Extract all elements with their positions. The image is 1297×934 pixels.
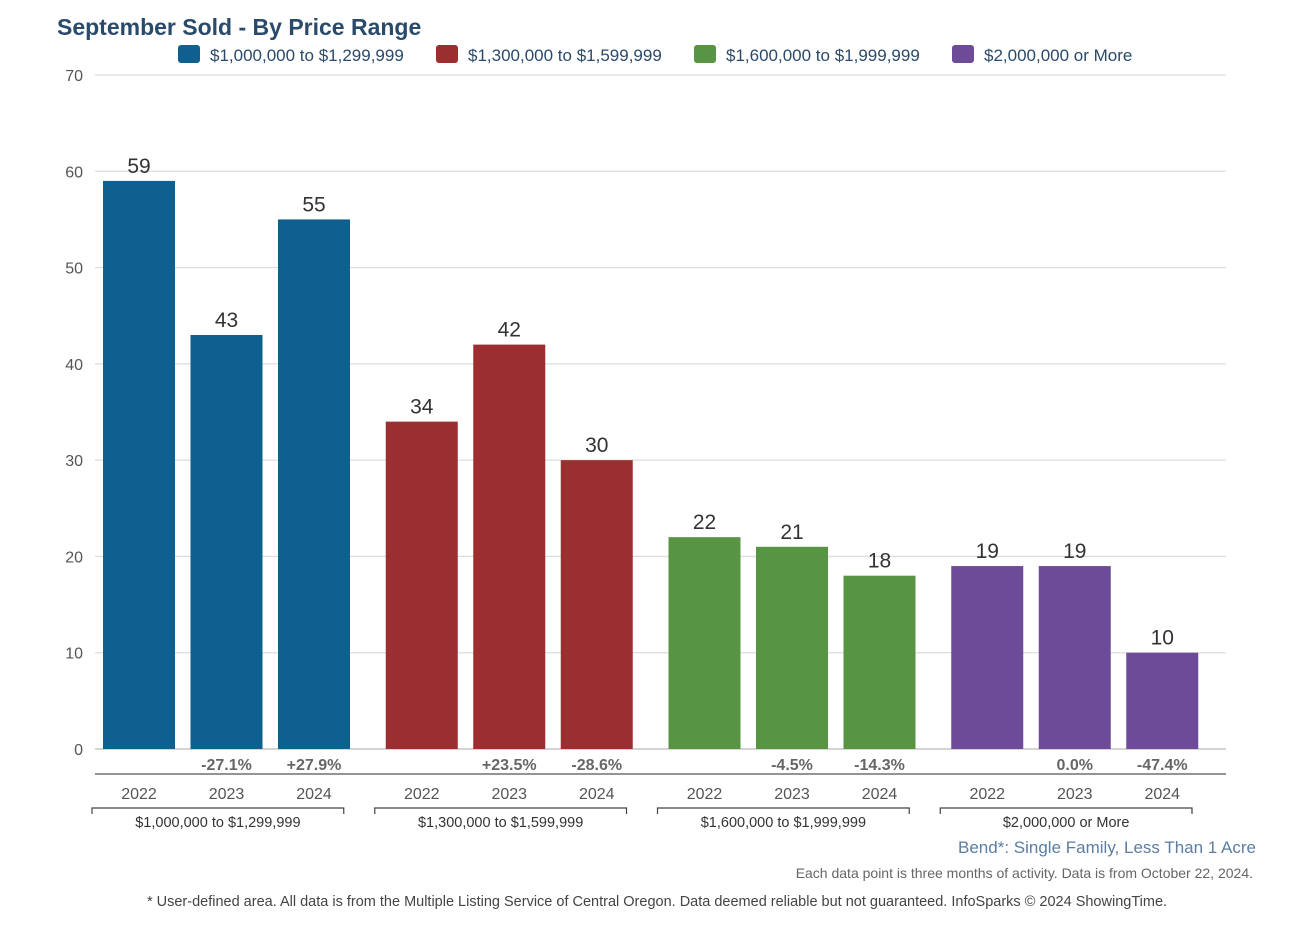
bar (843, 575, 916, 749)
group-label: $1,000,000 to $1,299,999 (135, 815, 300, 831)
data-label: 34 (410, 396, 434, 419)
legend-swatch (178, 45, 200, 63)
bar (951, 566, 1024, 749)
data-label: 10 (1151, 627, 1174, 650)
x-tick-label: 2023 (209, 786, 245, 803)
footer: * User-defined area. All data is from th… (147, 894, 1167, 910)
bars: 59 43 55 34 42 30 22 21 18 19 19 10 (103, 155, 1199, 749)
change-label: -27.1% (201, 757, 252, 774)
x-tick-label: 2022 (121, 786, 157, 803)
bar (668, 537, 741, 749)
change-label: +23.5% (482, 757, 537, 774)
legend-swatch (694, 45, 716, 63)
chart-title: September Sold - By Price Range (57, 14, 421, 40)
x-axis: 2022 -27.1% 2023 +27.9% 2024 $1,000,000 to $1… (91, 757, 1226, 831)
y-tick-label: 60 (65, 164, 83, 181)
y-tick-label: 30 (65, 453, 83, 470)
x-tick-label: 2024 (579, 786, 615, 803)
x-tick-label: 2024 (862, 786, 898, 803)
change-label: -28.6% (571, 757, 622, 774)
x-tick-label: 2022 (969, 786, 1005, 803)
group-label: $2,000,000 or More (1003, 815, 1130, 831)
change-label: -14.3% (854, 757, 905, 774)
grid: 0 10 20 30 40 50 60 70 (65, 68, 1226, 759)
y-tick-label: 20 (65, 549, 83, 566)
y-tick-label: 40 (65, 357, 83, 374)
data-label: 19 (976, 540, 999, 563)
data-label: 59 (127, 155, 150, 178)
y-tick-label: 0 (74, 742, 83, 759)
group-bracket (374, 807, 628, 814)
x-tick-label: 2024 (1144, 786, 1180, 803)
bar (756, 546, 828, 749)
x-tick-label: 2023 (774, 786, 810, 803)
change-label: -4.5% (771, 757, 813, 774)
legend-label: $2,000,000 or More (984, 46, 1132, 65)
legend-label: $1,000,000 to $1,299,999 (210, 46, 404, 65)
change-label: 0.0% (1057, 757, 1093, 774)
data-label: 22 (693, 511, 716, 534)
y-tick-label: 10 (65, 646, 83, 663)
y-tick-label: 50 (65, 261, 83, 278)
group-bracket (939, 807, 1193, 814)
data-label: 21 (780, 521, 803, 544)
group-bracket (91, 807, 345, 814)
legend: $1,000,000 to $1,299,999 $1,300,000 to $1… (178, 45, 1132, 65)
data-note: Each data point is three months of activ… (796, 865, 1253, 881)
bar (190, 334, 263, 749)
bar (385, 421, 458, 749)
data-label: 30 (585, 434, 608, 457)
data-label: 55 (302, 193, 325, 216)
change-label: +27.9% (287, 757, 342, 774)
x-tick-label: 2022 (404, 786, 440, 803)
legend-label: $1,300,000 to $1,599,999 (468, 46, 662, 65)
bar (103, 180, 175, 749)
bar (1126, 652, 1199, 749)
legend-swatch (952, 45, 974, 63)
group-label: $1,300,000 to $1,599,999 (418, 815, 583, 831)
change-label: -47.4% (1137, 757, 1188, 774)
x-tick-label: 2024 (296, 786, 332, 803)
bar (1038, 566, 1111, 749)
bar (473, 344, 546, 749)
x-tick-label: 2022 (687, 786, 723, 803)
bar (560, 460, 633, 749)
legend-swatch (436, 45, 458, 63)
x-tick-label: 2023 (1057, 786, 1093, 803)
subtitle: Bend*: Single Family, Less Than 1 Acre (958, 838, 1256, 857)
data-label: 42 (498, 319, 521, 342)
group-bracket (656, 807, 910, 814)
data-label: 43 (215, 309, 238, 332)
x-tick-label: 2023 (491, 786, 527, 803)
y-tick-label: 70 (65, 68, 83, 85)
data-label: 18 (868, 550, 891, 573)
group-label: $1,600,000 to $1,999,999 (701, 815, 866, 831)
data-label: 19 (1063, 540, 1086, 563)
bar (278, 219, 350, 749)
legend-label: $1,600,000 to $1,999,999 (726, 46, 920, 65)
